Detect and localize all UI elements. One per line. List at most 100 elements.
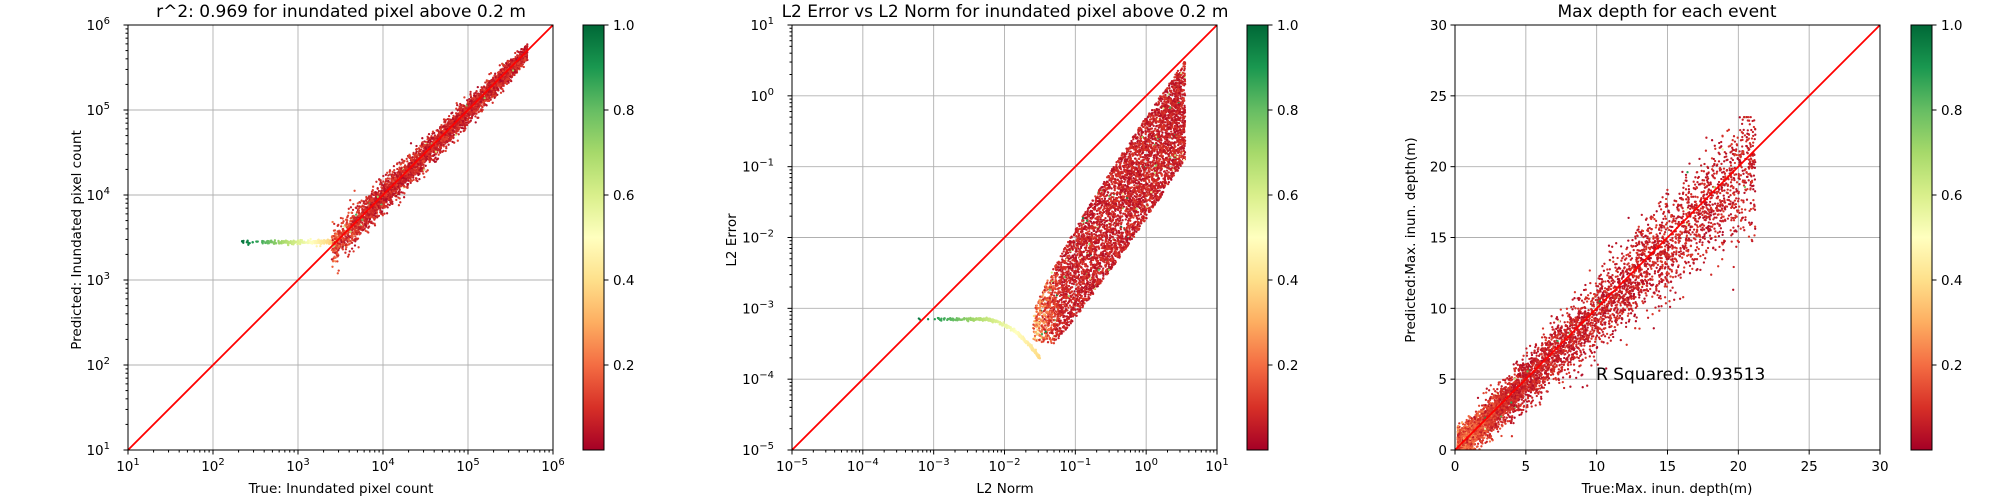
identity-line (127, 24, 554, 451)
data-point (479, 100, 483, 103)
data-point (446, 140, 449, 144)
data-point (355, 211, 359, 214)
data-point (358, 201, 361, 204)
data-point (432, 159, 435, 162)
data-point (344, 251, 347, 254)
data-point (425, 157, 428, 160)
colorbar-tick-label: 0.6 (613, 188, 634, 204)
data-point (255, 240, 258, 243)
data-point (367, 226, 370, 229)
data-point (349, 199, 352, 202)
data-point (344, 243, 347, 247)
data-point (402, 184, 406, 188)
data-point (345, 236, 348, 240)
data-point (358, 227, 361, 230)
data-point (332, 229, 336, 232)
data-point (392, 173, 396, 177)
data-point (358, 221, 361, 224)
data-point (430, 134, 433, 138)
data-point (373, 214, 376, 217)
x-axis-label-1: True: Inundated pixel count (248, 481, 434, 497)
data-point (354, 226, 357, 230)
data-point (405, 157, 408, 161)
data-point (415, 150, 418, 153)
data-point (419, 164, 422, 168)
x-axis-label-2: L2 Norm (976, 481, 1033, 497)
data-point (507, 80, 510, 83)
data-point (374, 196, 378, 199)
data-point (362, 228, 365, 231)
data-point (458, 123, 462, 127)
data-point (484, 81, 487, 84)
data-point (355, 206, 358, 210)
data-point (477, 110, 480, 114)
data-point (395, 162, 399, 166)
data-point (435, 158, 439, 161)
data-point (462, 104, 466, 107)
data-point (507, 61, 510, 64)
data-point (434, 144, 437, 147)
data-point (416, 154, 419, 157)
data-point (395, 198, 398, 202)
data-point (410, 169, 413, 172)
data-point (379, 206, 382, 210)
data-point (246, 239, 249, 242)
data-point (520, 60, 523, 63)
colorbar-tick-label: 0.4 (613, 273, 634, 289)
panel-pixel-count: r^2: 0.969 for inundated pixel above 0.2… (69, 2, 634, 497)
data-point (508, 63, 512, 66)
data-point (382, 174, 385, 178)
data-point (402, 196, 406, 199)
data-point (406, 160, 409, 163)
data-point (440, 123, 443, 127)
data-point (377, 189, 381, 193)
data-point (450, 112, 453, 115)
data-point (498, 64, 501, 67)
data-point (455, 128, 458, 131)
data-point (354, 240, 357, 243)
data-point (273, 241, 277, 244)
data-point (325, 241, 329, 244)
data-point (431, 140, 434, 144)
data-point (364, 199, 368, 202)
data-point (435, 146, 438, 149)
y-tick-label: 106 (86, 16, 110, 34)
data-point (386, 177, 389, 180)
data-point (345, 218, 348, 221)
data-point (399, 201, 402, 204)
data-point (514, 51, 517, 55)
data-point (449, 118, 452, 121)
data-point (444, 142, 447, 145)
data-point (380, 183, 384, 187)
data-point (309, 237, 312, 241)
data-point (347, 207, 350, 210)
data-point (491, 101, 494, 104)
data-point (347, 211, 350, 214)
data-point (475, 112, 478, 115)
data-point (403, 159, 406, 163)
y-tick-label: 105 (86, 101, 110, 119)
x-tick-label: 101 (116, 457, 140, 475)
x-tick-label: 103 (286, 457, 310, 475)
data-point (391, 190, 394, 193)
data-point (369, 195, 373, 198)
data-point (355, 217, 358, 220)
data-point (471, 107, 474, 110)
data-point (375, 214, 379, 217)
data-point (414, 148, 418, 151)
data-point (483, 99, 487, 102)
data-point (490, 90, 493, 93)
data-point (469, 94, 472, 97)
data-point (361, 223, 365, 226)
data-point (522, 65, 525, 69)
data-point (423, 175, 426, 179)
data-point (373, 198, 377, 201)
data-point (331, 265, 334, 268)
y-tick-label: 103 (86, 271, 110, 289)
colorbar-gradient (582, 24, 605, 451)
data-point (400, 167, 403, 171)
data-point (397, 204, 401, 207)
data-point (384, 173, 388, 176)
data-point (364, 229, 367, 233)
data-point (304, 241, 307, 244)
